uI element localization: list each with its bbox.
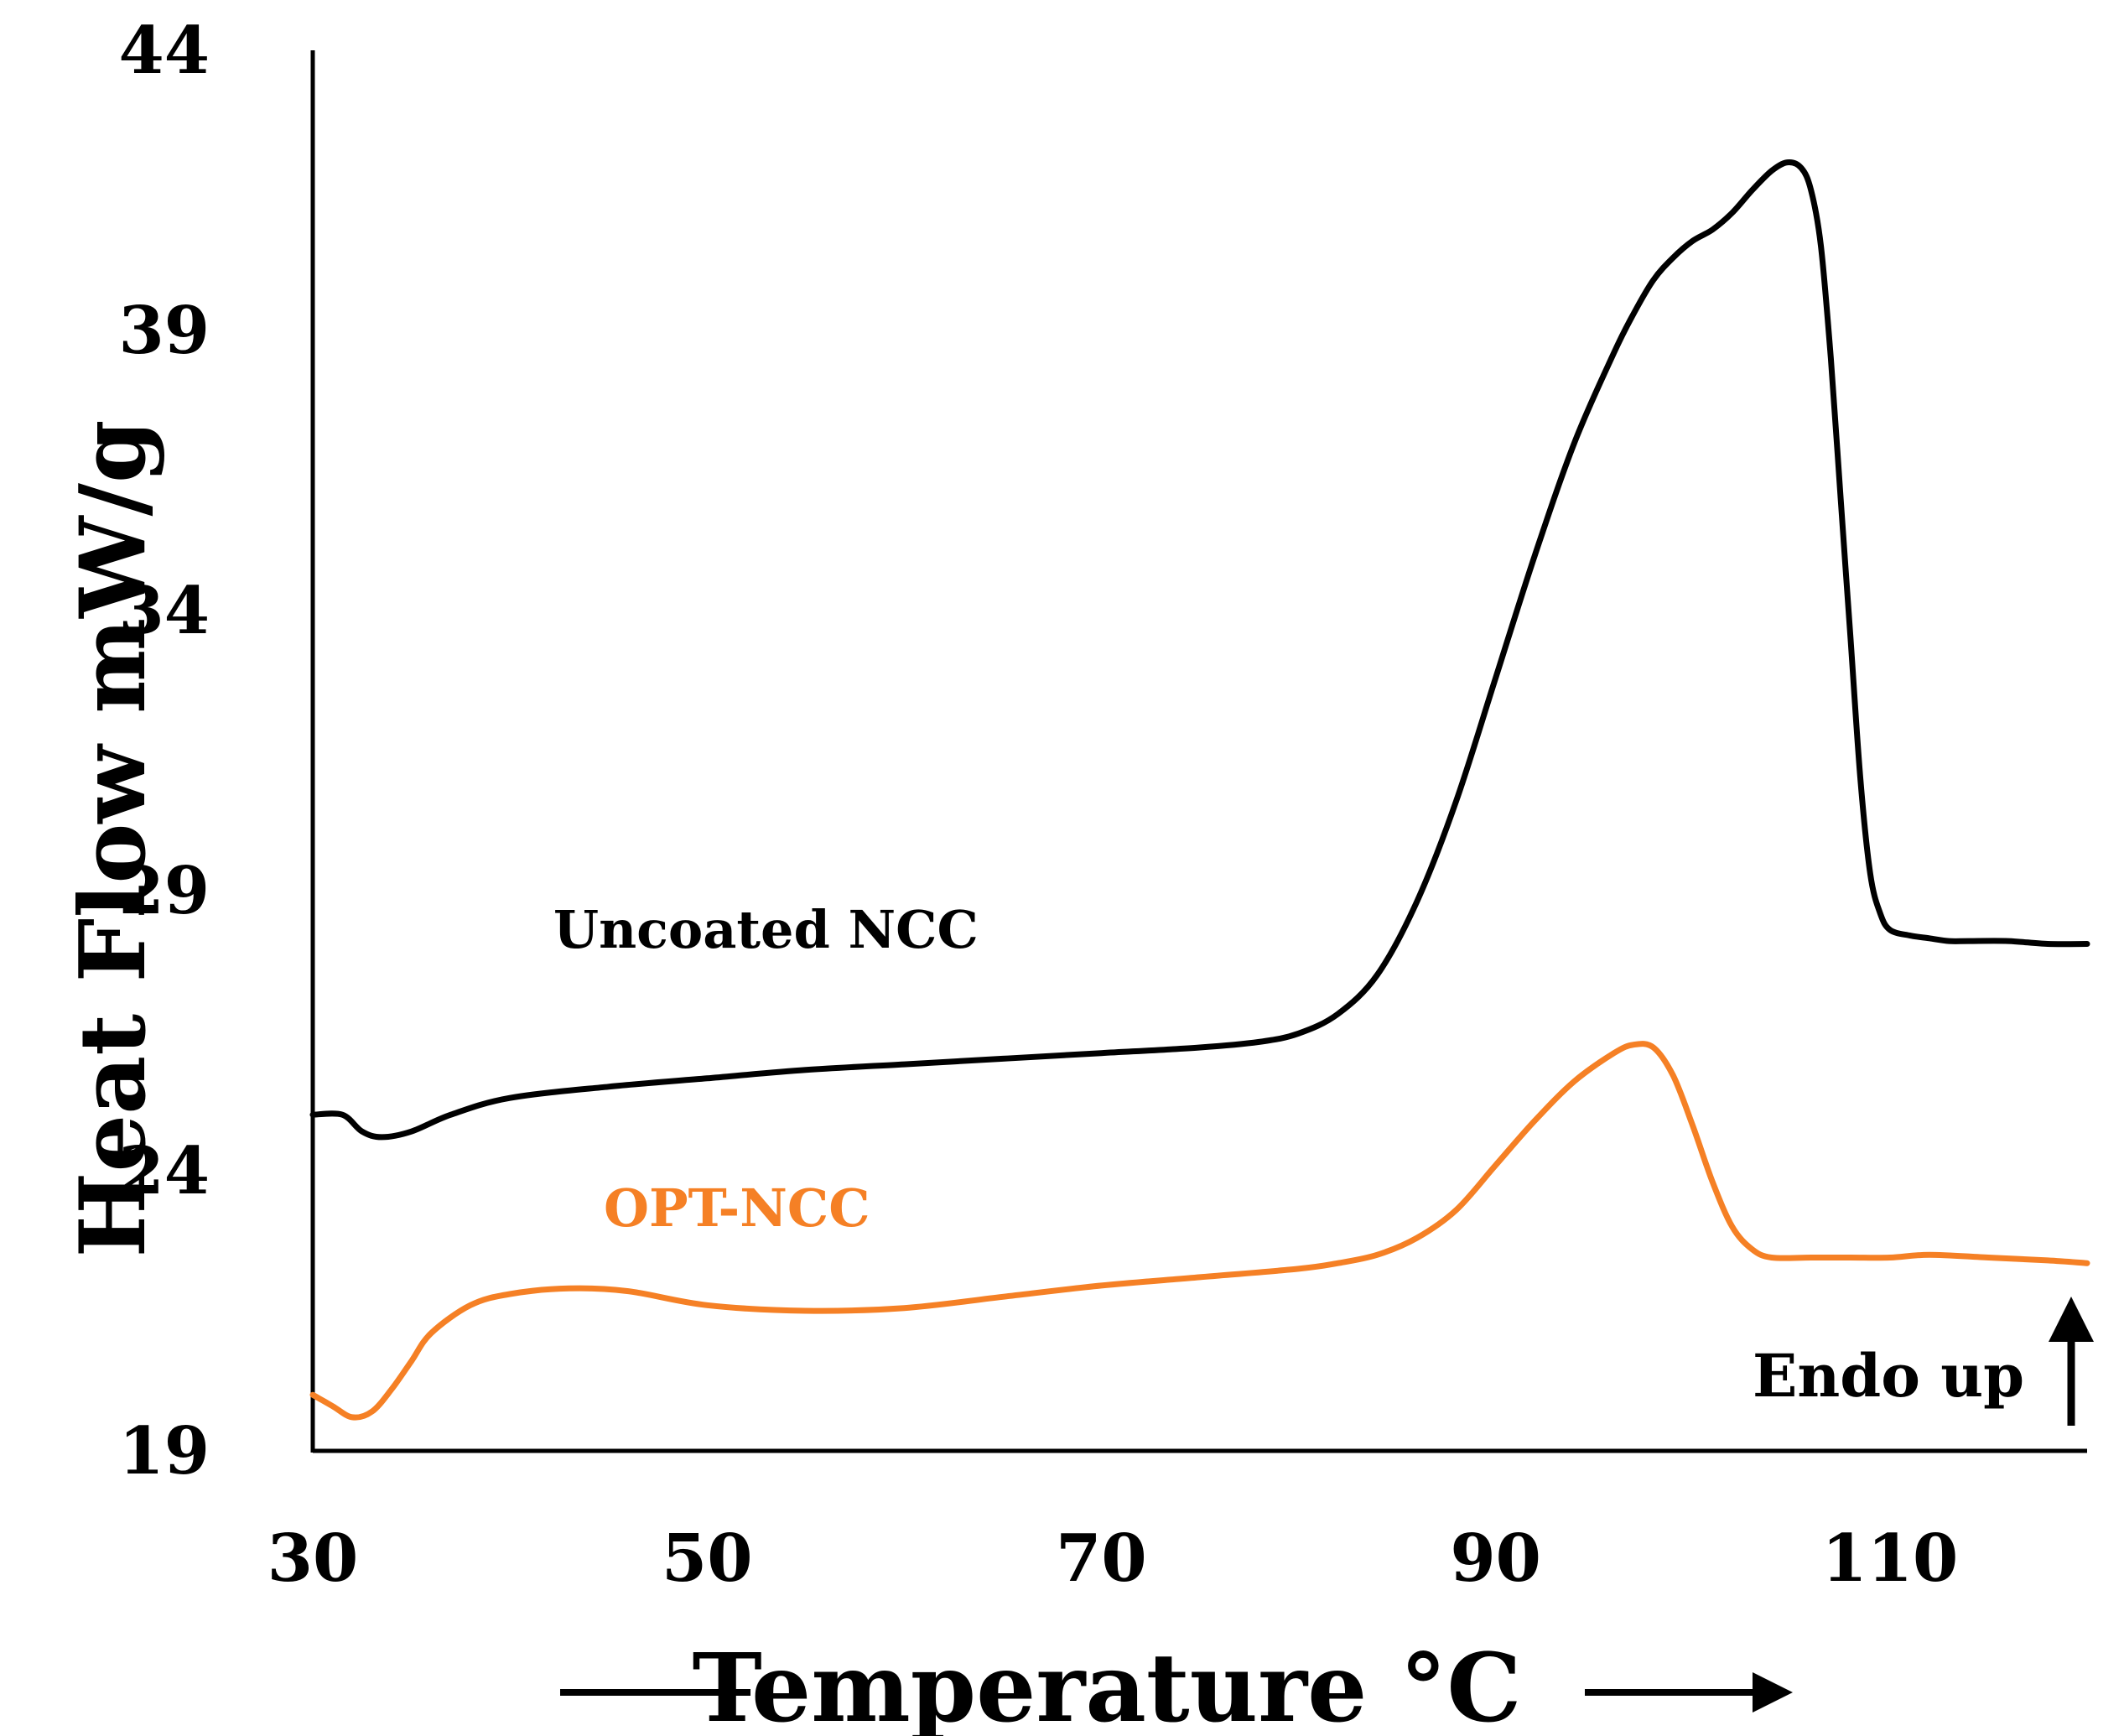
x-tick-label: 110 <box>1821 1520 1958 1597</box>
opt-ncc-label: OPT-NCC <box>604 1177 870 1239</box>
y-tick-labels: 19 24 29 34 39 44 <box>118 13 210 1489</box>
x-tick-labels: 30 50 70 90 110 <box>267 1520 1959 1597</box>
y-tick-label: 39 <box>118 293 210 369</box>
x-tick-label: 90 <box>1450 1520 1541 1597</box>
y-tick-label: 19 <box>118 1413 210 1489</box>
y-axis-title: Heat Flow mW/g <box>60 419 166 1257</box>
x-axis-title: Temperature °C <box>693 1634 1522 1736</box>
opt-ncc-line <box>309 1041 2090 1421</box>
x-tick-label: 70 <box>1056 1520 1147 1597</box>
uncoated-ncc-label: Uncoated NCC <box>553 899 979 960</box>
uncoated-ncc-line <box>309 159 2090 1141</box>
x-tick-label: 50 <box>662 1520 753 1597</box>
y-tick-label: 44 <box>118 13 210 89</box>
endo-up-label: Endo up <box>1753 1341 2024 1411</box>
x-tick-label: 30 <box>267 1520 359 1597</box>
y-tick-label: 34 <box>118 573 210 649</box>
y-tick-label: 24 <box>118 1133 210 1209</box>
y-tick-label: 29 <box>118 853 210 929</box>
